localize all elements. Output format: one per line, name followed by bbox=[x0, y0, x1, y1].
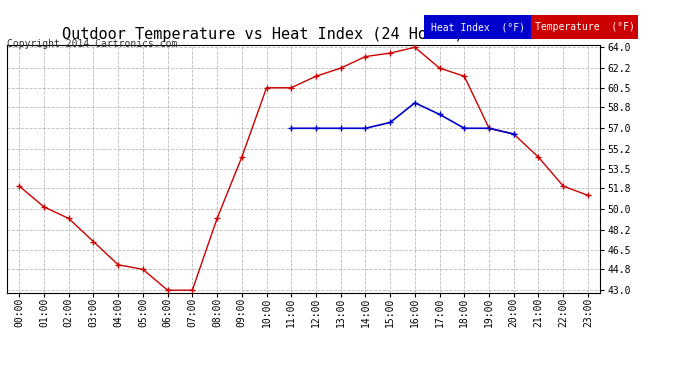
Text: Temperature  (°F): Temperature (°F) bbox=[535, 22, 635, 32]
Text: Heat Index  (°F): Heat Index (°F) bbox=[431, 22, 525, 32]
Title: Outdoor Temperature vs Heat Index (24 Hours) 20141008: Outdoor Temperature vs Heat Index (24 Ho… bbox=[62, 27, 545, 42]
Text: Copyright 2014 Cartronics.com: Copyright 2014 Cartronics.com bbox=[7, 39, 177, 50]
